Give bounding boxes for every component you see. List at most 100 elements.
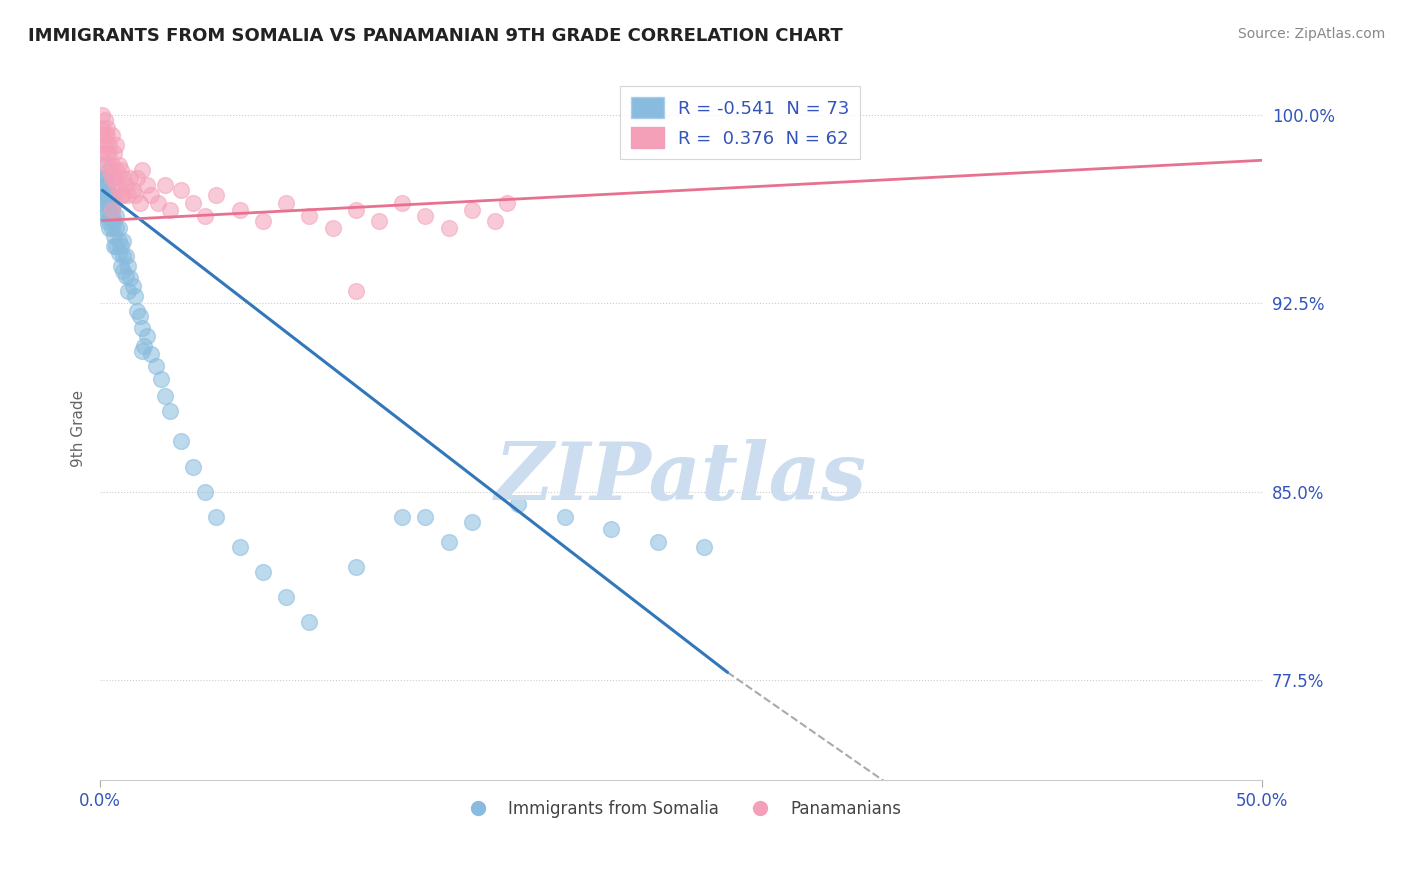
Point (98, 145, 121, 160)
Point (344, 284, 367, 298)
Point (96, 120, 118, 135)
Point (415, 509, 437, 524)
Point (461, 203, 484, 218)
Point (149, 372, 172, 386)
Point (128, 309, 150, 323)
Point (91, 196, 114, 211)
Point (96, 145, 118, 160)
Point (96, 128, 118, 143)
Point (153, 389, 176, 403)
Point (135, 329, 157, 343)
Point (121, 183, 143, 197)
Point (91, 188, 114, 202)
Point (91, 158, 114, 172)
Point (105, 209, 128, 223)
Y-axis label: 9th Grade: 9th Grade (72, 391, 86, 467)
Point (117, 284, 139, 298)
Point (124, 188, 146, 202)
Point (484, 213, 506, 227)
Point (98, 163, 121, 178)
Point (94, 113, 117, 128)
Point (103, 170, 125, 185)
Point (127, 170, 149, 185)
Point (98, 188, 121, 202)
Point (117, 188, 139, 202)
Point (131, 344, 153, 359)
Point (321, 221, 343, 235)
Point (121, 278, 143, 293)
Point (91, 120, 114, 135)
Point (159, 404, 181, 418)
Point (98, 221, 121, 235)
Point (368, 213, 391, 227)
Point (103, 145, 125, 160)
Point (98, 196, 121, 211)
Point (205, 509, 228, 524)
Point (170, 434, 193, 449)
Point (103, 213, 125, 227)
Point (98, 209, 121, 223)
Point (110, 259, 132, 273)
Point (135, 178, 157, 193)
Point (100, 128, 122, 143)
Point (94, 128, 117, 143)
Point (194, 484, 217, 499)
Point (91, 108, 114, 122)
Point (96, 158, 118, 172)
Point (107, 221, 129, 235)
Legend: Immigrants from Somalia, Panamanians: Immigrants from Somalia, Panamanians (454, 793, 908, 825)
Text: IMMIGRANTS FROM SOMALIA VS PANAMANIAN 9TH GRADE CORRELATION CHART: IMMIGRANTS FROM SOMALIA VS PANAMANIAN 9T… (28, 27, 842, 45)
Text: ZIPatlas: ZIPatlas (495, 440, 868, 516)
Point (96, 196, 118, 211)
Point (105, 178, 128, 193)
Point (96, 203, 118, 218)
Point (228, 540, 250, 554)
Point (194, 209, 217, 223)
Point (181, 459, 204, 474)
Point (170, 183, 193, 197)
Point (120, 170, 142, 185)
Point (94, 209, 117, 223)
Point (344, 203, 367, 218)
Point (134, 339, 156, 353)
Point (181, 196, 204, 211)
Point (100, 158, 122, 172)
Point (94, 138, 117, 153)
Point (112, 264, 135, 278)
Point (112, 234, 135, 248)
Point (344, 560, 367, 574)
Point (100, 221, 122, 235)
Point (693, 540, 716, 554)
Point (94, 178, 117, 193)
Point (107, 158, 129, 172)
Point (91, 133, 114, 147)
Point (103, 238, 125, 252)
Point (120, 271, 142, 285)
Point (495, 196, 517, 211)
Point (114, 178, 136, 193)
Point (274, 590, 297, 604)
Point (114, 249, 136, 263)
Point (415, 209, 437, 223)
Point (105, 221, 128, 235)
Point (131, 163, 153, 178)
Point (100, 203, 122, 218)
Point (141, 188, 163, 202)
Point (437, 534, 460, 549)
Point (159, 203, 181, 218)
Point (228, 203, 250, 218)
Point (98, 138, 121, 153)
Point (103, 228, 125, 243)
Point (128, 196, 150, 211)
Point (437, 221, 460, 235)
Point (127, 304, 149, 318)
Point (252, 565, 274, 579)
Point (274, 196, 297, 211)
Point (94, 188, 117, 202)
Point (112, 170, 135, 185)
Point (105, 138, 128, 153)
Point (105, 238, 128, 252)
Point (391, 509, 413, 524)
Point (141, 346, 163, 360)
Point (391, 196, 413, 211)
